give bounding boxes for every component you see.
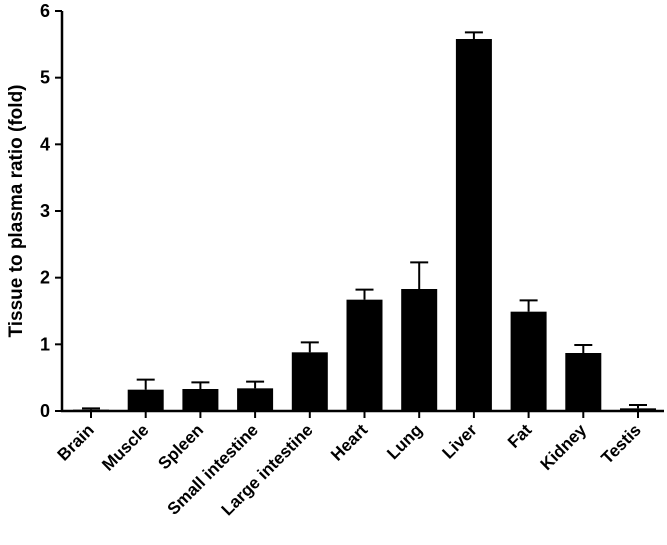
y-tick-label: 2 — [40, 268, 50, 288]
y-tick-label: 4 — [40, 134, 50, 154]
x-tick-label: Heart — [327, 420, 371, 464]
x-tick-label: Brain — [54, 420, 98, 464]
bar-spleen — [182, 389, 219, 411]
bar-heart — [346, 299, 383, 411]
bar-testis — [620, 408, 656, 411]
x-tick-label: Fat — [504, 420, 536, 452]
y-tick-label: 1 — [40, 334, 50, 354]
bar-large-intestine — [291, 352, 328, 411]
bar-kidney — [565, 353, 602, 411]
x-tick-label: Testis — [598, 420, 645, 467]
y-axis-label: Tissue to plasma ratio (fold) — [6, 84, 27, 337]
y-tick-label: 3 — [40, 201, 50, 221]
bar-lung — [401, 289, 438, 411]
x-tick-label: Kidney — [537, 420, 591, 474]
y-tick-label: 5 — [40, 68, 50, 88]
bar-muscle — [127, 389, 164, 411]
x-tick-label: Spleen — [154, 420, 207, 473]
y-tick-label: 6 — [40, 1, 50, 21]
bar-liver — [455, 39, 492, 411]
x-tick-label: Liver — [439, 420, 481, 462]
x-tick-label: Lung — [383, 420, 426, 463]
bar-fat — [510, 311, 547, 411]
y-tick-label: 0 — [40, 401, 50, 421]
bar-small-intestine — [237, 388, 274, 411]
x-tick-label: Muscle — [98, 420, 152, 474]
